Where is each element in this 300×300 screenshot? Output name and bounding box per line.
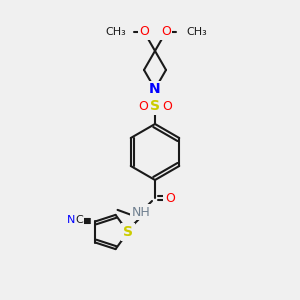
- Text: O: O: [138, 100, 148, 112]
- Text: S: S: [150, 99, 160, 113]
- Text: S: S: [123, 225, 133, 239]
- Text: O: O: [139, 25, 149, 38]
- Text: O: O: [161, 25, 171, 38]
- Text: methoxy: methoxy: [121, 31, 127, 32]
- Text: O: O: [164, 191, 174, 205]
- Text: NH: NH: [132, 206, 150, 218]
- Text: N: N: [67, 215, 76, 225]
- Text: N: N: [149, 82, 161, 96]
- Text: O: O: [165, 191, 175, 205]
- Text: C: C: [76, 215, 83, 225]
- Text: CH₃: CH₃: [186, 27, 207, 37]
- Text: CH₃: CH₃: [105, 27, 126, 37]
- Text: O: O: [162, 100, 172, 112]
